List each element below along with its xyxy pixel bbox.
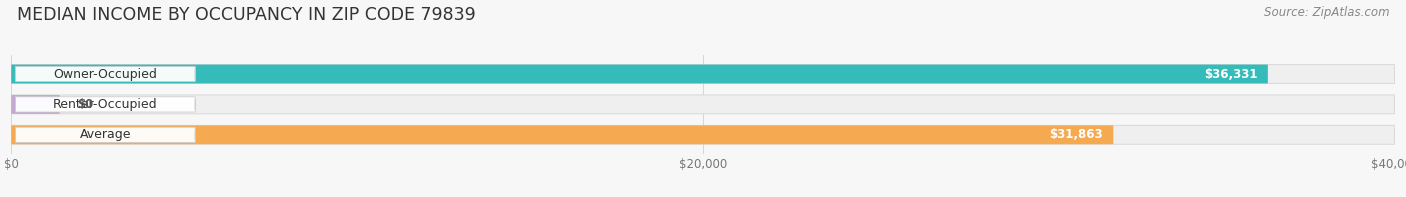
FancyBboxPatch shape — [11, 125, 1395, 144]
FancyBboxPatch shape — [11, 95, 59, 114]
Text: Owner-Occupied: Owner-Occupied — [53, 68, 157, 81]
FancyBboxPatch shape — [11, 65, 1268, 84]
Text: $0: $0 — [77, 98, 93, 111]
Text: MEDIAN INCOME BY OCCUPANCY IN ZIP CODE 79839: MEDIAN INCOME BY OCCUPANCY IN ZIP CODE 7… — [17, 6, 475, 24]
FancyBboxPatch shape — [15, 127, 195, 142]
FancyBboxPatch shape — [11, 95, 1395, 114]
FancyBboxPatch shape — [15, 97, 195, 112]
FancyBboxPatch shape — [11, 125, 1114, 144]
Text: Source: ZipAtlas.com: Source: ZipAtlas.com — [1264, 6, 1389, 19]
Text: $31,863: $31,863 — [1049, 128, 1102, 141]
Text: $36,331: $36,331 — [1204, 68, 1257, 81]
Text: Renter-Occupied: Renter-Occupied — [53, 98, 157, 111]
FancyBboxPatch shape — [15, 66, 195, 82]
Text: Average: Average — [80, 128, 131, 141]
FancyBboxPatch shape — [11, 65, 1395, 84]
